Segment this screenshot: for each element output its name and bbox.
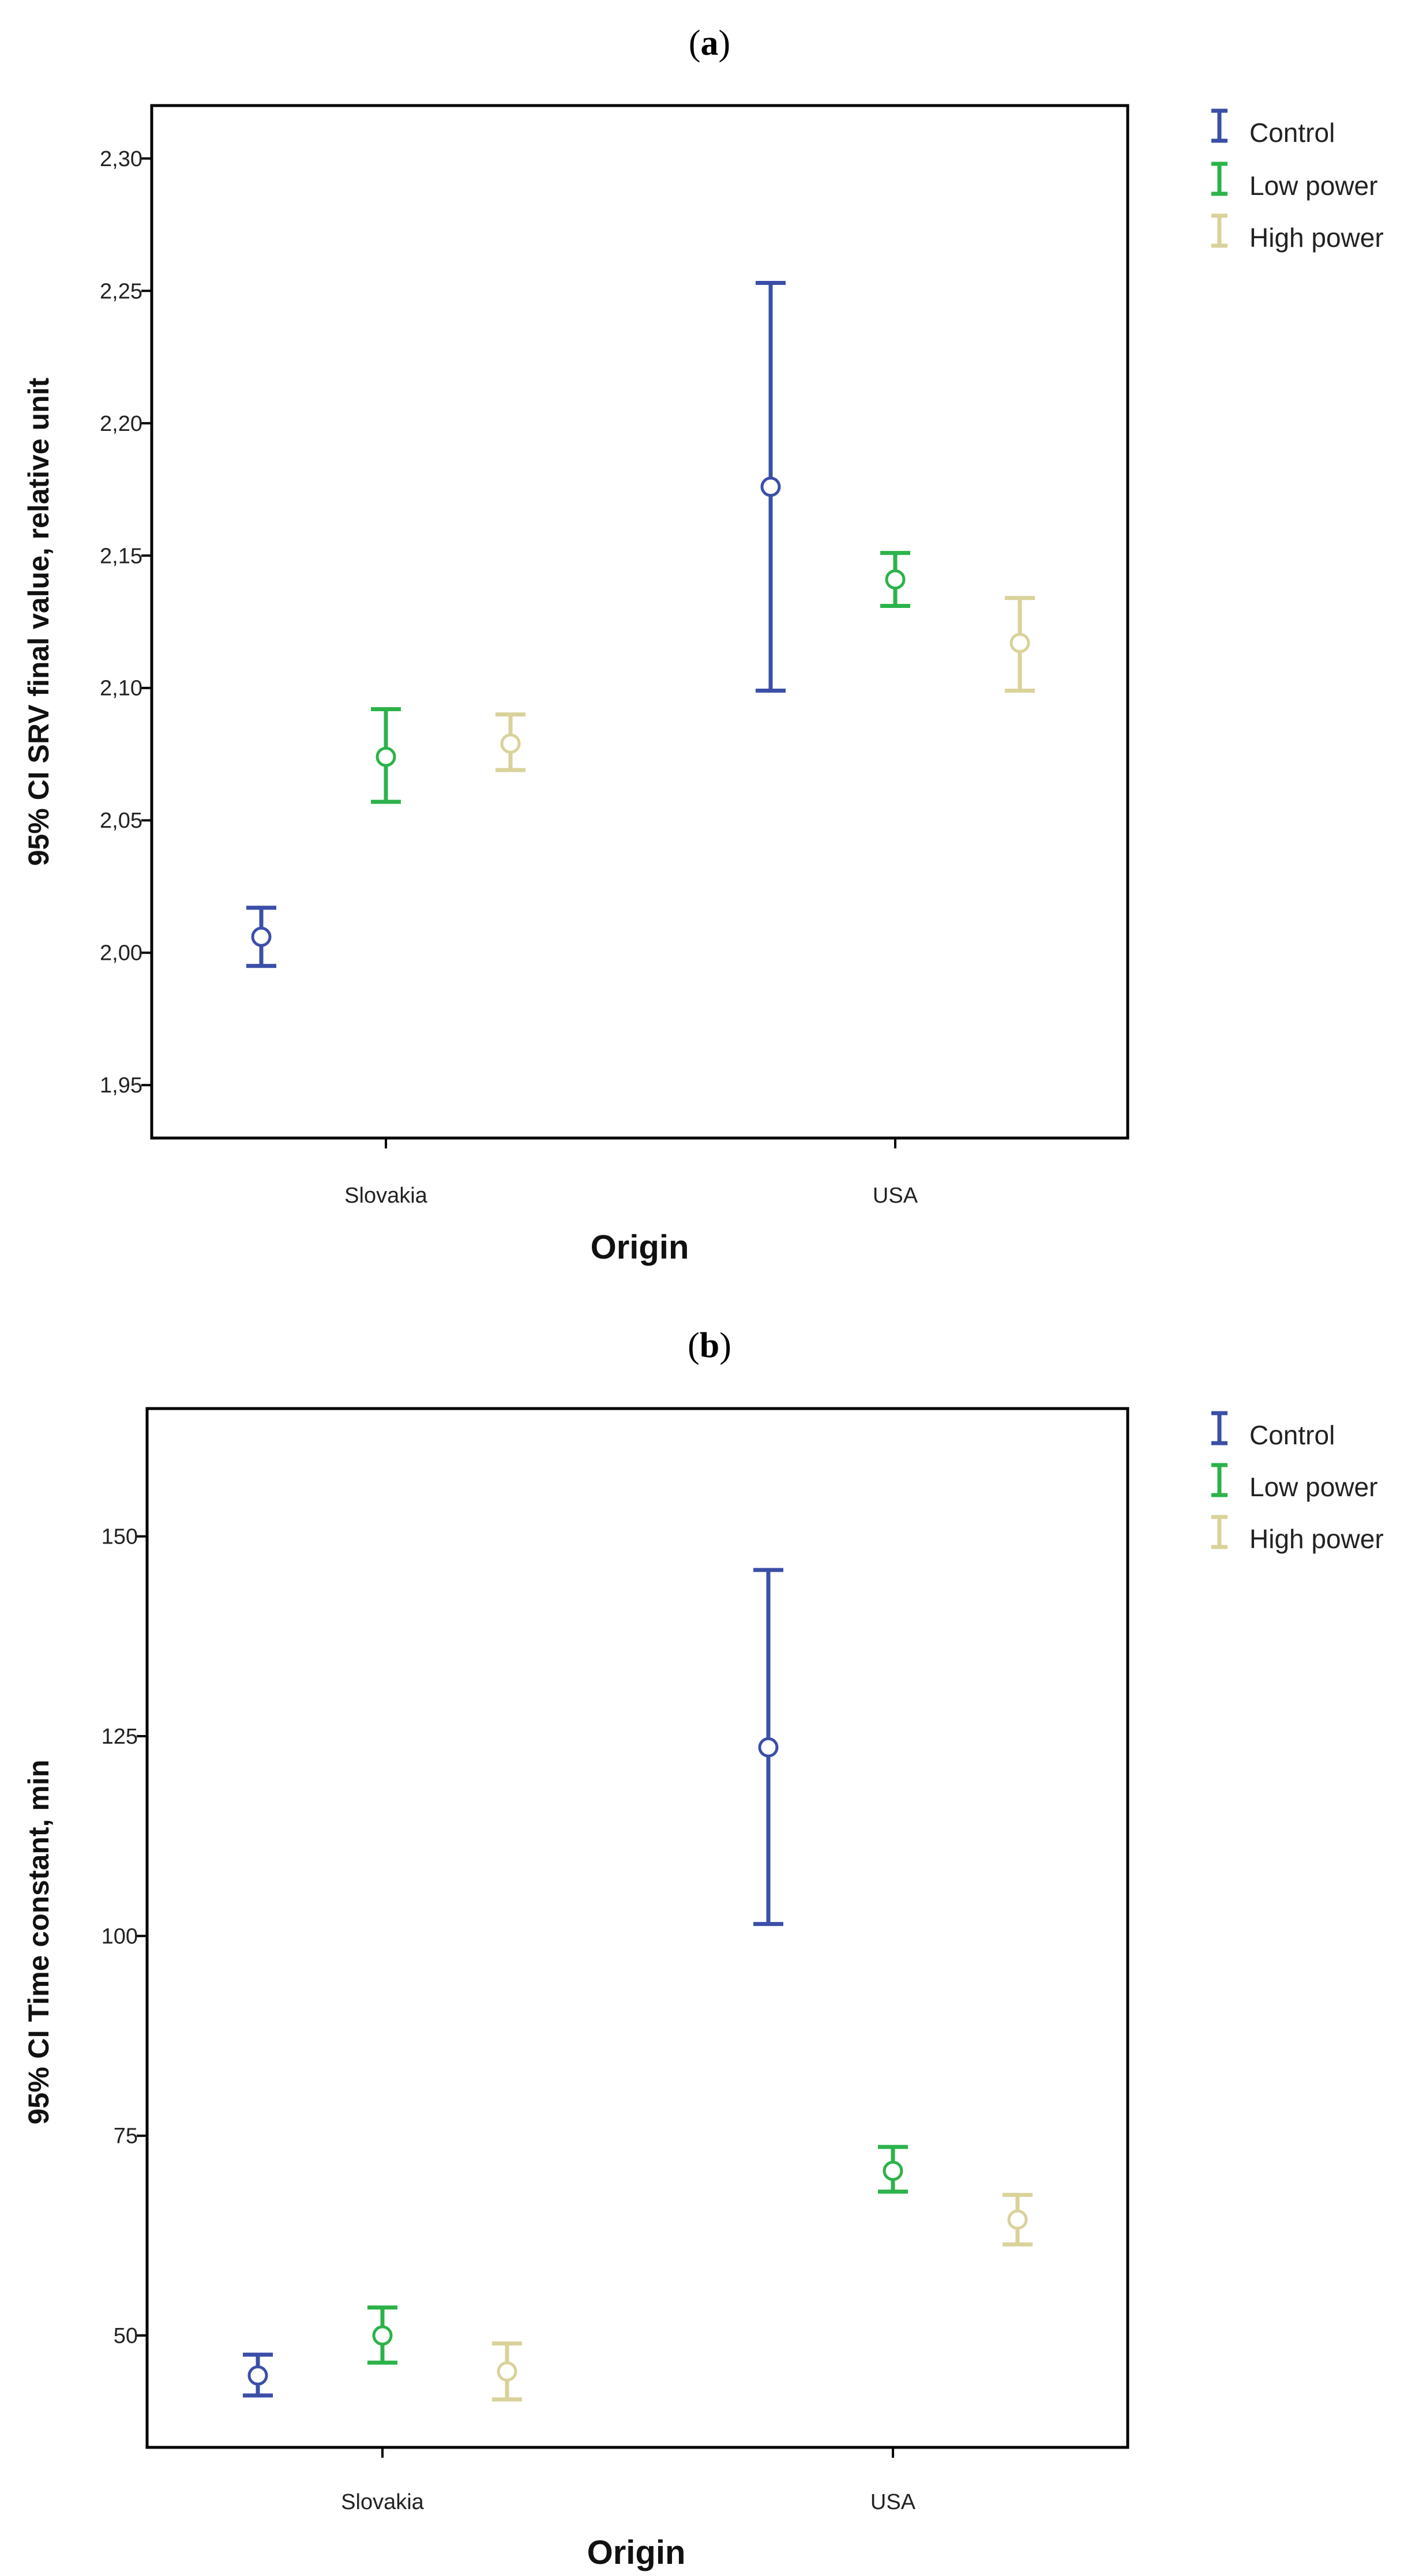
y-tick-label: 1,95 — [100, 1073, 142, 1098]
y-tick-label: 125 — [102, 1725, 138, 1749]
x-tick-label-usa: USA — [873, 1184, 918, 1208]
chart-b: 50 75 100 125 150 Slovakia USA Origin 95% CI … — [22, 1407, 1384, 2571]
error-bar-control-usa — [753, 1568, 783, 1927]
y-tick-label: 2,15 — [100, 544, 142, 568]
error-bar-control-slovakia — [243, 2352, 273, 2398]
chart-b-y-ticks: 50 75 100 125 150 — [102, 1525, 147, 2348]
x-tick-label-usa: USA — [870, 2490, 916, 2514]
error-bar-high-power-slovakia — [492, 2341, 522, 2402]
error-bar-high-power-usa — [1005, 596, 1035, 693]
legend-b-low-power-label: Low power — [1249, 1472, 1377, 1502]
legend-a-control-swatch — [1211, 108, 1227, 143]
legend-a-low-power-swatch — [1211, 162, 1227, 196]
chart-a-x-ticks: Slovakia USA — [344, 1138, 918, 1208]
legend-b-low-power: Low power — [1211, 1463, 1377, 1502]
y-tick-label: 2,30 — [100, 147, 142, 171]
legend-b-high-power: High power — [1211, 1515, 1384, 1554]
y-tick-label: 2,20 — [100, 412, 142, 436]
error-bar-control-usa — [756, 281, 786, 693]
y-tick-label: 50 — [114, 2324, 138, 2348]
chart-a-y-ticks: 1,95 2,00 2,05 2,10 2,15 2,20 2,25 2,30 — [100, 147, 152, 1098]
panel-a-label: (a) — [689, 24, 730, 63]
error-bar-low-power-slovakia — [371, 707, 401, 804]
chart-b-x-ticks: Slovakia USA — [341, 2447, 916, 2514]
legend-a-high-power: High power — [1211, 213, 1384, 253]
error-bar-low-power-usa — [878, 2145, 908, 2194]
legend-a-low-power: Low power — [1211, 162, 1377, 201]
chart-a-legend: Control Low power High power — [1211, 108, 1384, 253]
chart-a-y-axis-title: 95% CI SRV final value, relative unit — [22, 377, 55, 866]
chart-b-legend: Control Low power High power — [1211, 1411, 1384, 1554]
chart-b-y-axis-title: 95% CI Time constant, min — [22, 1760, 55, 2125]
error-bar-high-power-usa — [1003, 2192, 1033, 2247]
y-tick-label: 2,25 — [100, 279, 142, 303]
error-bar-control-slovakia — [246, 906, 276, 968]
y-tick-label: 2,00 — [100, 941, 142, 966]
chart-a-error-bars — [246, 281, 1035, 968]
legend-a-high-power-swatch — [1211, 213, 1227, 248]
chart-b-error-bars — [243, 1568, 1033, 2402]
x-tick-label-slovakia: Slovakia — [344, 1184, 427, 1208]
error-bar-low-power-usa — [880, 551, 910, 608]
y-tick-label: 2,10 — [100, 677, 142, 701]
chart-a-plot-frame — [150, 104, 1129, 1140]
y-tick-label: 75 — [114, 2124, 138, 2149]
legend-a-high-power-label: High power — [1249, 223, 1384, 253]
legend-b-control: Control — [1211, 1411, 1335, 1450]
chart-a-x-axis-title: Origin — [591, 1229, 689, 1266]
y-tick-label: 150 — [102, 1525, 138, 1549]
x-tick-label-slovakia: Slovakia — [341, 2490, 424, 2514]
chart-a: 1,95 2,00 2,05 2,10 2,15 2,20 2,25 2,30 Slovaki… — [22, 104, 1384, 1266]
legend-b-control-swatch — [1211, 1411, 1227, 1445]
y-tick-label: 2,05 — [100, 809, 142, 833]
error-bar-low-power-slovakia — [367, 2305, 397, 2365]
error-bar-high-power-slovakia — [495, 712, 525, 772]
panel-b-label: (b) — [688, 1326, 731, 1365]
chart-b-plot-frame — [145, 1407, 1129, 2449]
legend-a-control: Control — [1211, 108, 1335, 148]
legend-b-high-power-swatch — [1211, 1515, 1227, 1549]
legend-b-low-power-swatch — [1211, 1463, 1227, 1497]
legend-a-low-power-label: Low power — [1249, 171, 1377, 201]
legend-b-high-power-label: High power — [1249, 1524, 1384, 1554]
legend-a-control-label: Control — [1249, 118, 1335, 148]
y-tick-label: 100 — [102, 1924, 138, 1948]
legend-b-control-label: Control — [1249, 1420, 1335, 1450]
chart-b-x-axis-title: Origin — [587, 2534, 686, 2571]
